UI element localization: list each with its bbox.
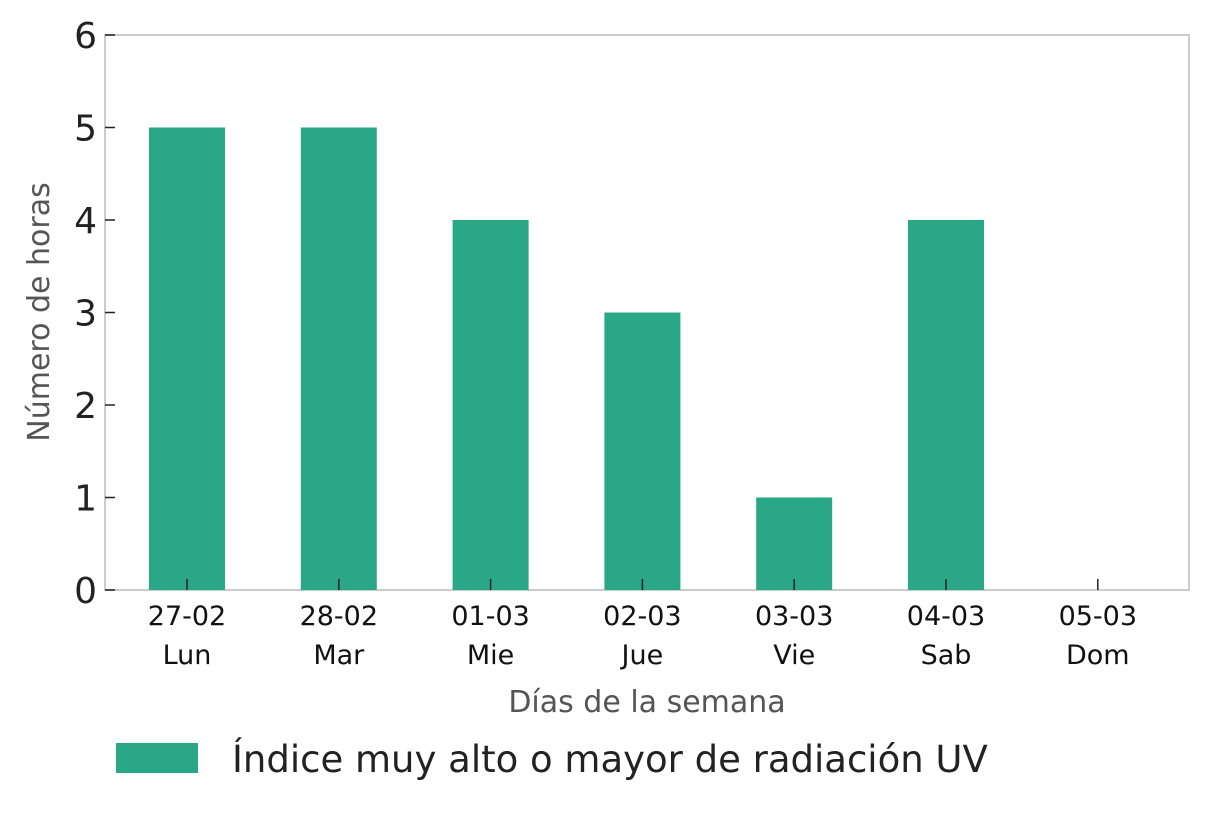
bar-jue — [604, 312, 681, 590]
legend: Índice muy alto o mayor de radiación UV — [116, 737, 988, 781]
x-tick-label-day: Vie — [773, 640, 815, 671]
bars-group — [149, 127, 984, 590]
x-tick-label-day: Mar — [313, 640, 365, 671]
x-tick-label-date: 01-03 — [451, 601, 529, 632]
x-tick-label-day: Dom — [1066, 640, 1130, 671]
x-tick-label-date: 04-03 — [907, 601, 985, 632]
x-tick-label-date: 28-02 — [300, 601, 378, 632]
y-tick-label: 0 — [74, 571, 97, 612]
x-axis-title: Días de la semana — [508, 685, 785, 720]
y-tick-label: 2 — [74, 386, 97, 427]
x-tick-label-date: 05-03 — [1059, 601, 1137, 632]
bar-lun — [149, 127, 225, 590]
legend-swatch — [116, 743, 198, 773]
y-tick-label: 4 — [74, 201, 97, 242]
legend-label: Índice muy alto o mayor de radiación UV — [232, 737, 988, 781]
x-tick-label-day: Lun — [163, 640, 212, 671]
y-axis-ticks: 0 1 2 3 4 5 6 — [74, 16, 115, 612]
y-tick-label: 3 — [74, 294, 97, 335]
y-axis-title: Número de horas — [22, 182, 57, 441]
x-tick-label-day: Jue — [620, 640, 664, 671]
bar-sab — [908, 220, 984, 590]
bar-mie — [452, 220, 529, 590]
x-tick-label-date: 27-02 — [148, 601, 226, 632]
bar-vie — [756, 497, 833, 590]
x-tick-label-day: Mie — [467, 640, 514, 671]
x-tick-label-date: 03-03 — [755, 601, 833, 632]
x-axis-ticks: 27-02 Lun 28-02 Mar 01-03 Mie 02-03 Jue 03-03 Vie… — [148, 579, 1137, 671]
y-tick-label: 6 — [74, 16, 97, 57]
x-tick-label-day: Sab — [921, 640, 972, 671]
y-tick-label: 5 — [74, 109, 97, 150]
x-tick-label-date: 02-03 — [603, 601, 681, 632]
y-tick-label: 1 — [74, 479, 97, 520]
bar-mar — [300, 127, 377, 590]
